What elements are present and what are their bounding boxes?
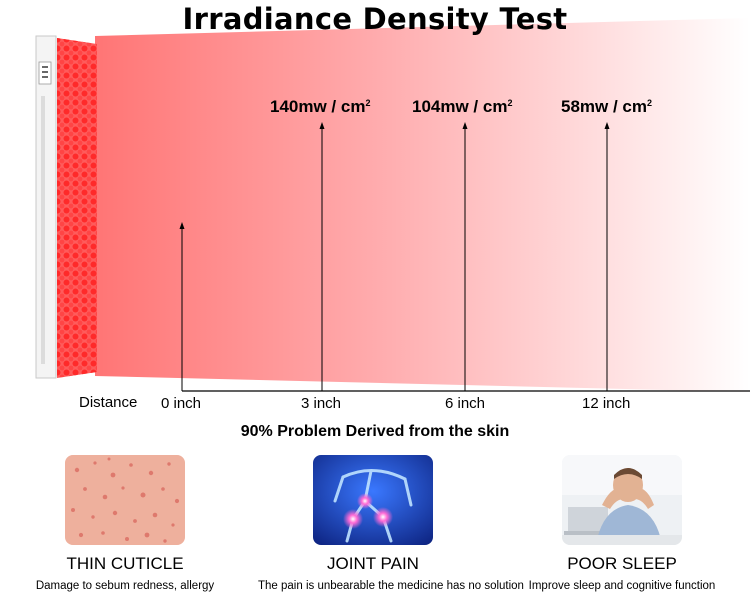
arrow-3-inch: [319, 122, 325, 391]
arrow-6-inch: [462, 122, 468, 391]
joint-pain-image: [313, 455, 433, 545]
distance-6-inch: 6 inch: [445, 395, 486, 412]
distance-3-inch: 3 inch: [301, 395, 342, 412]
control-display: [38, 61, 52, 85]
section-heading: 90% Problem Derived from the skin: [240, 423, 510, 440]
card-poor-sleep: POOR SLEEP Improve sleep and cognitive f…: [507, 455, 737, 592]
card-joint-pain: JOINT PAIN The pain is unbearable the me…: [258, 455, 524, 592]
card-description: Damage to sebum redness, allergy: [35, 580, 215, 592]
card-description: The pain is unbearable the medicine has …: [258, 580, 524, 592]
reading-value: 104mw / cm: [412, 97, 508, 116]
arrow-0-inch: [179, 222, 185, 391]
distance-0-inch: 0 inch: [161, 395, 202, 412]
card-description: Improve sleep and cognitive function: [528, 580, 716, 592]
reading-3-inch: 140mw / cm2: [270, 97, 370, 117]
reading-unit-exponent: 2: [365, 98, 371, 108]
reading-value: 140mw / cm: [270, 97, 366, 116]
poor-sleep-image: [562, 455, 682, 545]
page-title: Irradiance Density Test: [182, 2, 568, 36]
device-housing: [35, 35, 57, 379]
distance-label: Distance: [79, 394, 138, 411]
card-title: POOR SLEEP: [567, 554, 677, 573]
reading-unit-exponent: 2: [507, 98, 513, 108]
reading-12-inch: 58mw / cm2: [561, 97, 652, 117]
card-title: JOINT PAIN: [327, 554, 419, 573]
vent-strip: [41, 96, 45, 364]
reading-6-inch: 104mw / cm2: [412, 97, 512, 117]
card-thin-cuticle: THIN CUTICLE Damage to sebum redness, al…: [10, 455, 240, 592]
arrow-12-inch: [604, 122, 610, 391]
skin-rash-image: [65, 455, 185, 545]
reading-value: 58mw / cm: [561, 97, 647, 116]
distance-12-inch: 12 inch: [582, 395, 631, 412]
card-title: THIN CUTICLE: [66, 554, 184, 573]
reading-unit-exponent: 2: [647, 98, 653, 108]
light-beam: [95, 18, 750, 392]
